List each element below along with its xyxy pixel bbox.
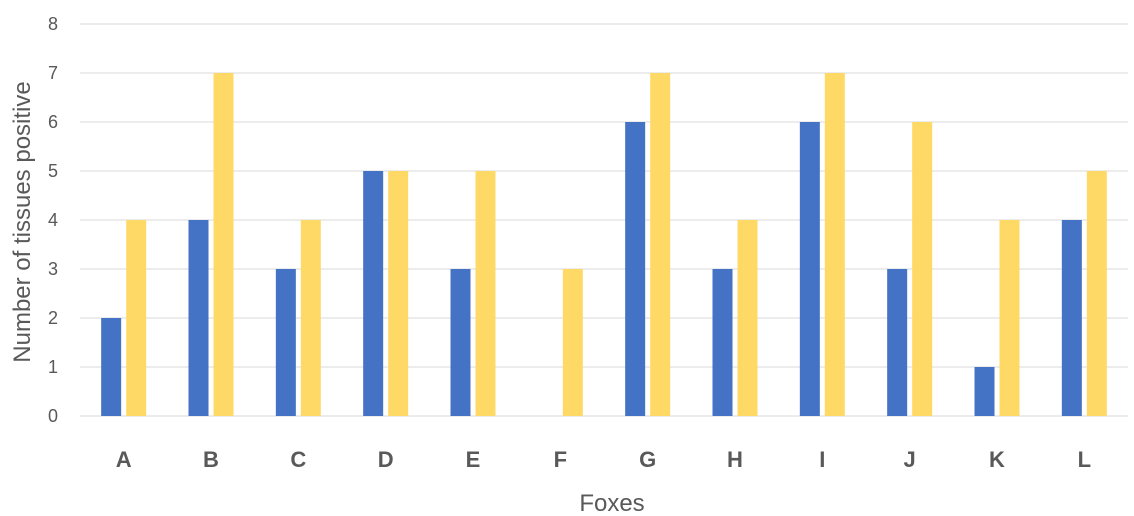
bar-L-series-1 bbox=[1061, 220, 1082, 416]
x-tick-label: C bbox=[290, 447, 306, 472]
x-tick-label: H bbox=[727, 447, 743, 472]
y-tick-label: 7 bbox=[48, 63, 58, 83]
bar-D-series-2 bbox=[388, 171, 409, 416]
bar-H-series-1 bbox=[712, 269, 733, 416]
x-axis-title: Foxes bbox=[579, 490, 644, 516]
x-tick-label: E bbox=[466, 447, 481, 472]
y-tick-label: 0 bbox=[48, 406, 58, 426]
y-tick-label: 2 bbox=[48, 308, 58, 328]
bar-E-series-1 bbox=[450, 269, 471, 416]
y-axis-title: Number of tissues positive bbox=[9, 81, 36, 362]
x-tick-label: B bbox=[203, 447, 219, 472]
bar-E-series-2 bbox=[475, 171, 496, 416]
bar-F-series-2 bbox=[562, 269, 583, 416]
y-axis-ticks: 0 1 2 3 4 5 6 7 8 bbox=[48, 14, 58, 426]
y-tick-label: 1 bbox=[48, 357, 58, 377]
y-tick-label: 5 bbox=[48, 161, 58, 181]
x-tick-label: J bbox=[904, 447, 916, 472]
bar-H-series-2 bbox=[737, 220, 758, 416]
y-tick-label: 8 bbox=[48, 14, 58, 34]
bar-C-series-2 bbox=[300, 220, 321, 416]
x-axis-ticks: A B C D E F G H I J K L bbox=[116, 447, 1091, 472]
bar-D-series-1 bbox=[363, 171, 384, 416]
bar-A-series-1 bbox=[101, 318, 122, 416]
bar-B-series-2 bbox=[213, 73, 234, 416]
bar-C-series-1 bbox=[275, 269, 296, 416]
x-tick-label: D bbox=[378, 447, 394, 472]
bar-I-series-2 bbox=[824, 73, 845, 416]
x-tick-label: I bbox=[819, 447, 825, 472]
bars bbox=[101, 73, 1107, 416]
y-tick-label: 6 bbox=[48, 112, 58, 132]
bar-G-series-2 bbox=[650, 73, 671, 416]
x-tick-label: G bbox=[639, 447, 656, 472]
bar-A-series-2 bbox=[126, 220, 147, 416]
bar-J-series-2 bbox=[912, 122, 933, 416]
y-tick-label: 3 bbox=[48, 259, 58, 279]
bar-J-series-1 bbox=[887, 269, 908, 416]
x-tick-label: L bbox=[1078, 447, 1091, 472]
x-tick-label: F bbox=[554, 447, 567, 472]
bar-G-series-1 bbox=[625, 122, 646, 416]
bar-I-series-1 bbox=[799, 122, 820, 416]
x-tick-label: K bbox=[989, 447, 1005, 472]
bar-K-series-2 bbox=[999, 220, 1020, 416]
bar-L-series-2 bbox=[1086, 171, 1107, 416]
y-tick-label: 4 bbox=[48, 210, 58, 230]
bar-B-series-1 bbox=[188, 220, 209, 416]
bar-K-series-1 bbox=[974, 367, 995, 416]
gridlines bbox=[80, 23, 1128, 417]
x-tick-label: A bbox=[116, 447, 132, 472]
